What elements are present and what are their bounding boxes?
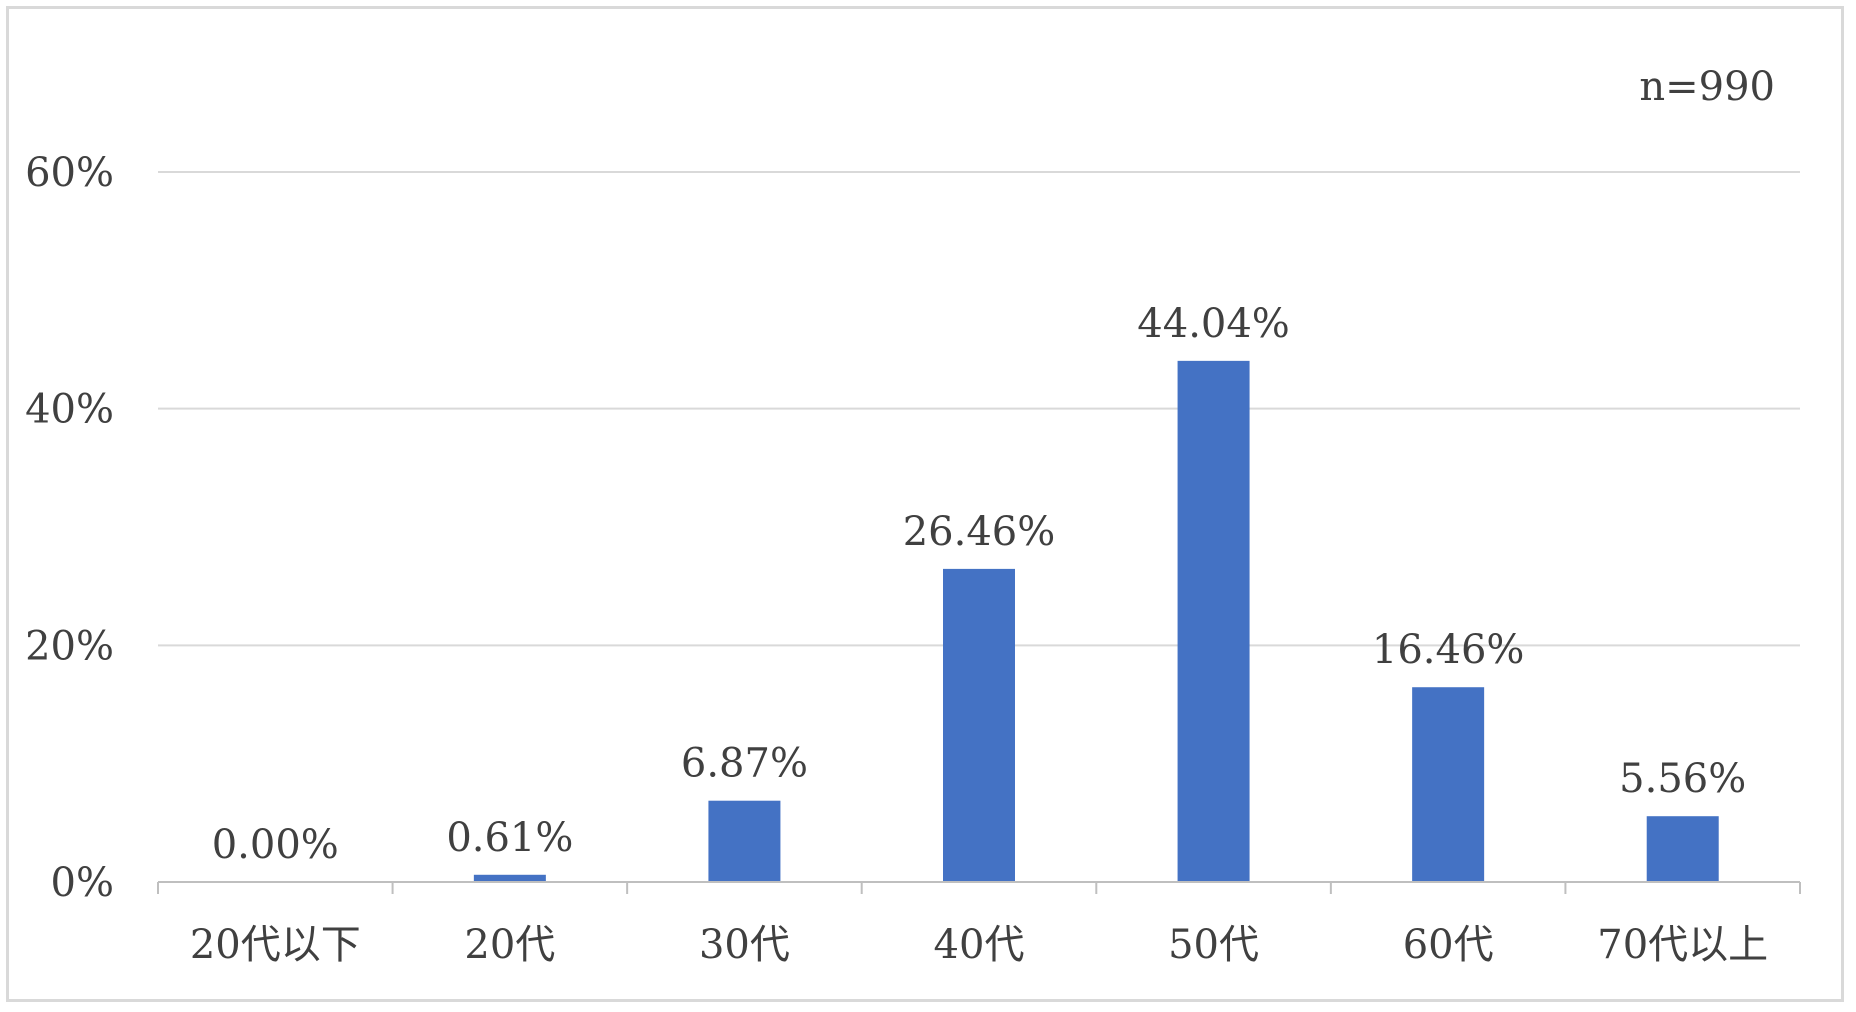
y-tick-label: 60%	[25, 150, 114, 196]
bars	[473, 360, 1719, 882]
x-tick-label: 20代以下	[190, 922, 361, 968]
data-label: 0.00%	[212, 822, 339, 868]
x-tick-label: 50代	[1168, 922, 1259, 968]
sample-size-annotation: n=990	[1639, 64, 1775, 110]
data-label: 5.56%	[1619, 756, 1746, 802]
data-label: 44.04%	[1137, 301, 1290, 347]
x-tick-label: 70代以上	[1597, 922, 1768, 968]
data-labels: 0.00% 0.61% 6.87% 26.46% 44.04% 16.46% 5.56%	[212, 301, 1747, 868]
bar	[473, 874, 546, 882]
data-label: 16.46%	[1372, 627, 1525, 673]
x-tick-label: 40代	[934, 922, 1025, 968]
bar	[943, 568, 1015, 882]
bar	[1646, 816, 1719, 882]
x-tick-label: 60代	[1403, 922, 1494, 968]
y-tick-label: 20%	[25, 623, 114, 669]
x-axis	[157, 881, 1801, 894]
x-tick-label: 20代	[464, 922, 555, 968]
bar	[1177, 360, 1250, 882]
data-label: 0.61%	[446, 815, 573, 861]
bar	[708, 800, 781, 882]
data-label: 6.87%	[681, 741, 808, 787]
y-tick-labels: 0% 20% 40% 60%	[25, 150, 114, 906]
y-tick-label: 40%	[25, 387, 114, 433]
bar	[1412, 687, 1485, 882]
x-tick-label: 30代	[699, 922, 790, 968]
x-tick-labels: 20代以下 20代 30代 40代 50代 60代 70代以上	[190, 922, 1768, 968]
data-label: 26.46%	[903, 509, 1056, 555]
y-tick-label: 0%	[51, 860, 114, 906]
